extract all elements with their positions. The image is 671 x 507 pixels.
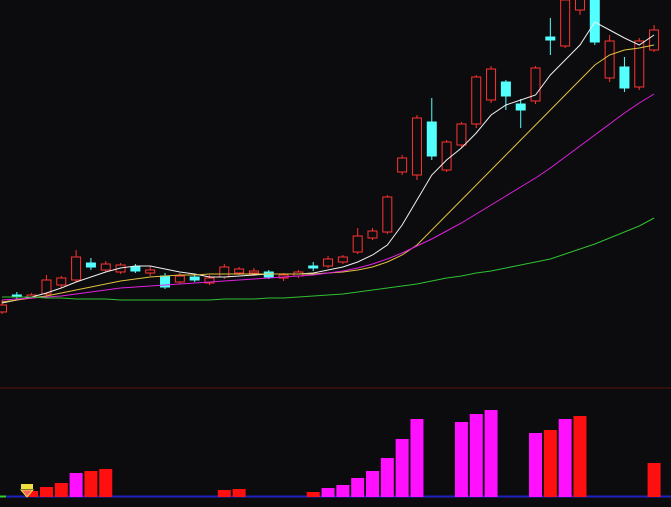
candle-body xyxy=(308,265,319,269)
candle-body xyxy=(411,117,422,176)
indicator-bar xyxy=(484,410,498,497)
indicator-bar xyxy=(647,463,661,497)
candle-body xyxy=(397,157,408,173)
candle-body xyxy=(574,0,585,11)
indicator-bar xyxy=(321,488,335,497)
candle-body xyxy=(85,262,96,268)
indicator-bar xyxy=(306,492,320,497)
candle-body xyxy=(441,141,452,171)
indicator-bar xyxy=(573,416,587,497)
candle-body xyxy=(56,277,67,286)
candle-body xyxy=(204,277,215,284)
candle-body xyxy=(649,29,660,51)
indicator-bar xyxy=(232,489,246,497)
candle-body xyxy=(0,304,7,313)
indicator-panel xyxy=(25,410,661,497)
moving-average-line xyxy=(1,21,655,304)
indicator-bar xyxy=(366,471,379,497)
candle-body xyxy=(589,0,600,43)
indicator-bar xyxy=(69,473,83,497)
indicator-bar xyxy=(84,471,98,497)
candle-body xyxy=(456,123,467,146)
candle-body xyxy=(471,76,482,125)
indicator-bar xyxy=(217,490,231,497)
candle-body xyxy=(545,36,556,41)
price-panel xyxy=(0,0,660,314)
candle-body xyxy=(337,256,348,263)
candle-body xyxy=(634,40,645,88)
candle-body xyxy=(619,66,630,89)
candle-body xyxy=(145,269,156,274)
candle-body xyxy=(367,230,378,239)
signal-marker xyxy=(19,484,35,498)
candle-body xyxy=(174,275,185,283)
indicator-bar xyxy=(469,414,483,497)
candle-body xyxy=(426,121,437,157)
indicator-bar xyxy=(558,419,572,497)
candle-body xyxy=(323,258,334,267)
indicator-bar xyxy=(410,419,424,497)
candle-body xyxy=(71,256,82,281)
indicator-bar xyxy=(25,491,39,497)
candle-body xyxy=(248,270,259,274)
candle-body xyxy=(41,279,52,295)
indicator-bar xyxy=(99,469,113,497)
candle-body xyxy=(189,276,200,281)
candle-body xyxy=(352,235,363,253)
candle-body xyxy=(500,81,511,97)
candle-body xyxy=(100,263,111,271)
candle-body xyxy=(382,196,393,233)
candle-body xyxy=(530,67,541,102)
candle-body xyxy=(130,266,141,272)
candle-body xyxy=(234,268,245,274)
indicator-bar xyxy=(39,487,53,497)
indicator-bar xyxy=(380,458,394,497)
indicator-bar xyxy=(543,430,557,497)
candle-body xyxy=(515,103,526,111)
candle-body xyxy=(486,68,497,101)
indicator-bar xyxy=(529,433,543,497)
moving-average-line xyxy=(1,93,655,301)
moving-average-line xyxy=(2,217,655,301)
candle-body xyxy=(219,266,230,278)
candle-body xyxy=(604,40,615,79)
indicator-bar xyxy=(54,483,68,497)
indicator-bar xyxy=(336,485,350,497)
indicator-bar xyxy=(454,422,468,497)
indicator-bar xyxy=(351,478,365,497)
candle-body xyxy=(560,0,571,47)
indicator-bar xyxy=(395,439,409,497)
